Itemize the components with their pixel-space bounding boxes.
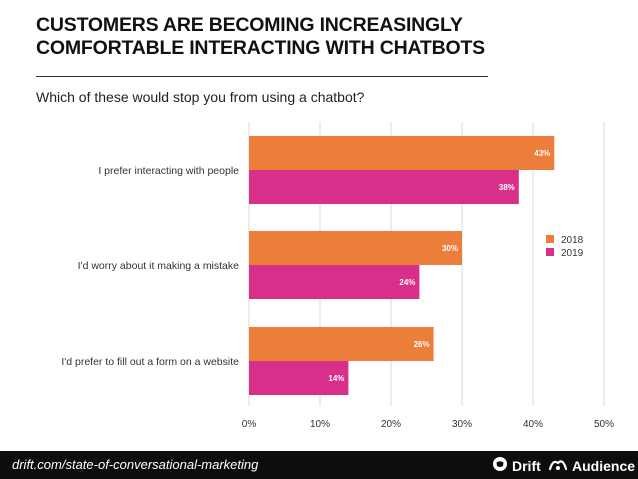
title-line-2: COMFORTABLE INTERACTING WITH CHATBOTS xyxy=(36,37,485,59)
data-label: 43% xyxy=(534,149,550,158)
legend-label: 2018 xyxy=(561,235,584,246)
x-tick-label: 40% xyxy=(523,419,543,430)
audience-logo-icon xyxy=(548,456,568,475)
data-label: 26% xyxy=(414,340,430,349)
drift-logo-text: Drift xyxy=(512,457,541,474)
x-tick-label: 10% xyxy=(310,419,330,430)
data-label: 38% xyxy=(499,183,515,192)
category-label: I'd worry about it making a mistake xyxy=(78,260,239,272)
drift-logo: Drift xyxy=(492,456,541,475)
x-tick-label: 20% xyxy=(381,419,401,430)
chart-question: Which of these would stop you from using… xyxy=(36,89,365,105)
bar-chart: 0% 10% 20% 30% 40% 50% 43% 38% I prefer interact… xyxy=(61,122,614,430)
footer-url[interactable]: drift.com/state-of-conversational-market… xyxy=(12,457,259,472)
bar xyxy=(249,265,420,299)
drift-logo-icon xyxy=(492,456,508,475)
title-divider xyxy=(36,76,488,77)
footer-bar: drift.com/state-of-conversational-market… xyxy=(0,451,638,479)
bar xyxy=(249,231,462,265)
x-tick-label: 30% xyxy=(452,419,472,430)
bar xyxy=(249,361,349,395)
bar xyxy=(249,170,519,204)
category-label: I prefer interacting with people xyxy=(98,165,239,177)
x-tick-label: 0% xyxy=(242,419,257,430)
legend-swatch xyxy=(546,248,554,256)
x-tick-label: 50% xyxy=(594,419,614,430)
legend-label: 2019 xyxy=(561,248,584,259)
title-line-1: CUSTOMERS ARE BECOMING INCREASINGLY xyxy=(36,14,463,36)
chart-title: CUSTOMERS ARE BECOMING INCREASINGLY COMF… xyxy=(36,14,596,60)
data-label: 30% xyxy=(442,244,458,253)
audience-logo-text: Audience xyxy=(572,457,636,474)
audience-logo: Audience xyxy=(548,456,635,475)
data-label: 24% xyxy=(399,278,415,287)
category-label: I'd prefer to fill out a form on a websi… xyxy=(61,356,239,368)
bar xyxy=(249,136,555,170)
data-label: 14% xyxy=(328,374,344,383)
legend-swatch xyxy=(546,235,554,243)
bar xyxy=(249,327,434,361)
